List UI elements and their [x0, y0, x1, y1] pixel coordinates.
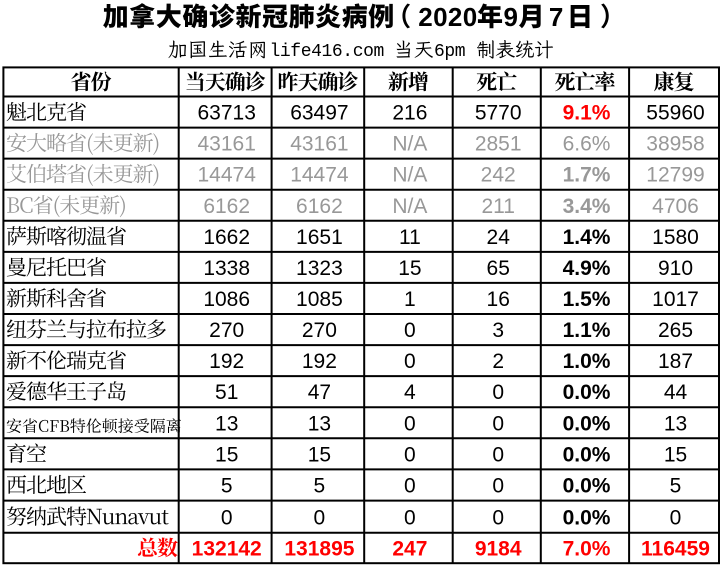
svg-text:N/A: N/A	[392, 195, 427, 218]
svg-text:14474: 14474	[197, 164, 256, 187]
svg-text:43161: 43161	[197, 133, 255, 156]
svg-text:0: 0	[492, 444, 504, 467]
svg-text:1.0%: 1.0%	[563, 350, 611, 373]
svg-text:0: 0	[404, 475, 416, 498]
svg-text:3: 3	[492, 319, 504, 342]
svg-text:2020: 2020	[418, 2, 477, 32]
svg-text:5: 5	[221, 475, 233, 498]
svg-text:12799: 12799	[646, 164, 704, 187]
svg-text:3.4%: 3.4%	[563, 195, 611, 218]
svg-text:9184: 9184	[475, 538, 522, 561]
svg-text:0.0%: 0.0%	[563, 475, 611, 498]
svg-text:0.0%: 0.0%	[563, 506, 611, 529]
svg-text:6pm: 6pm	[434, 42, 465, 62]
svg-text:1: 1	[404, 288, 416, 311]
svg-text:4: 4	[404, 381, 416, 404]
svg-text:13: 13	[308, 412, 331, 435]
svg-text:270: 270	[302, 319, 337, 342]
svg-text:9: 9	[504, 2, 518, 32]
svg-text:116459: 116459	[641, 538, 710, 561]
svg-text:1.4%: 1.4%	[563, 226, 611, 249]
svg-text:5770: 5770	[475, 102, 522, 125]
svg-text:2851: 2851	[475, 133, 522, 156]
svg-text:11: 11	[399, 226, 421, 249]
svg-text:1338: 1338	[203, 257, 250, 280]
svg-text:1323: 1323	[296, 257, 343, 280]
svg-text:7: 7	[549, 2, 563, 32]
svg-text:47: 47	[308, 381, 331, 404]
svg-text:6162: 6162	[203, 195, 250, 218]
svg-text:0: 0	[492, 475, 504, 498]
svg-text:0: 0	[492, 381, 504, 404]
svg-text:44: 44	[664, 381, 688, 404]
svg-text:187: 187	[658, 350, 693, 373]
svg-text:247: 247	[392, 538, 427, 561]
svg-text:1651: 1651	[296, 226, 343, 249]
svg-text:216: 216	[392, 102, 427, 125]
svg-text:5: 5	[314, 475, 326, 498]
svg-text:1.5%: 1.5%	[563, 288, 611, 311]
svg-text:4706: 4706	[652, 195, 699, 218]
svg-text:0: 0	[404, 319, 416, 342]
svg-text:13: 13	[215, 412, 238, 435]
svg-text:0: 0	[404, 350, 416, 373]
svg-text:265: 265	[658, 319, 693, 342]
svg-text:N/A: N/A	[392, 133, 427, 156]
svg-text:1.1%: 1.1%	[563, 319, 611, 342]
svg-text:131895: 131895	[284, 538, 354, 561]
svg-text:0: 0	[670, 506, 682, 529]
svg-text:1086: 1086	[203, 288, 250, 311]
svg-text:192: 192	[302, 350, 337, 373]
svg-text:24: 24	[487, 226, 511, 249]
svg-text:1.7%: 1.7%	[563, 164, 611, 187]
svg-text:65: 65	[487, 257, 510, 280]
svg-text:15: 15	[215, 444, 238, 467]
svg-text:4.9%: 4.9%	[563, 257, 611, 280]
svg-text:2: 2	[492, 350, 504, 373]
svg-text:1085: 1085	[296, 288, 343, 311]
svg-text:270: 270	[209, 319, 244, 342]
svg-text:0: 0	[404, 444, 416, 467]
svg-text:0.0%: 0.0%	[563, 381, 611, 404]
svg-text:132142: 132142	[192, 538, 262, 561]
svg-text:0.0%: 0.0%	[563, 444, 611, 467]
svg-text:242: 242	[481, 164, 516, 187]
svg-text:15: 15	[398, 257, 421, 280]
svg-text:51: 51	[215, 381, 238, 404]
svg-text:910: 910	[658, 257, 693, 280]
svg-text:0: 0	[221, 506, 233, 529]
svg-text:0: 0	[404, 412, 416, 435]
svg-text:63497: 63497	[290, 102, 348, 125]
svg-text:N/A: N/A	[392, 164, 427, 187]
svg-text:0: 0	[314, 506, 326, 529]
svg-text:6162: 6162	[296, 195, 343, 218]
svg-text:1017: 1017	[652, 288, 699, 311]
svg-text:16: 16	[487, 288, 510, 311]
svg-text:55960: 55960	[646, 102, 704, 125]
svg-text:1580: 1580	[652, 226, 699, 249]
svg-text:life416.com: life416.com	[270, 42, 384, 62]
svg-text:9.1%: 9.1%	[563, 102, 611, 125]
svg-text:1662: 1662	[203, 226, 250, 249]
svg-text:0.0%: 0.0%	[563, 412, 611, 435]
svg-text:15: 15	[664, 444, 687, 467]
svg-text:211: 211	[481, 195, 514, 218]
svg-text:43161: 43161	[290, 133, 348, 156]
svg-text:63713: 63713	[197, 102, 255, 125]
svg-text:13: 13	[664, 412, 687, 435]
svg-text:15: 15	[308, 444, 331, 467]
svg-text:0: 0	[404, 506, 416, 529]
svg-text:0: 0	[492, 506, 504, 529]
svg-text:7.0%: 7.0%	[563, 538, 611, 561]
svg-text:192: 192	[209, 350, 244, 373]
svg-text:14474: 14474	[290, 164, 349, 187]
svg-text:0: 0	[492, 412, 504, 435]
svg-text:38958: 38958	[646, 133, 704, 156]
svg-text:5: 5	[670, 475, 682, 498]
svg-text:6.6%: 6.6%	[563, 133, 611, 156]
